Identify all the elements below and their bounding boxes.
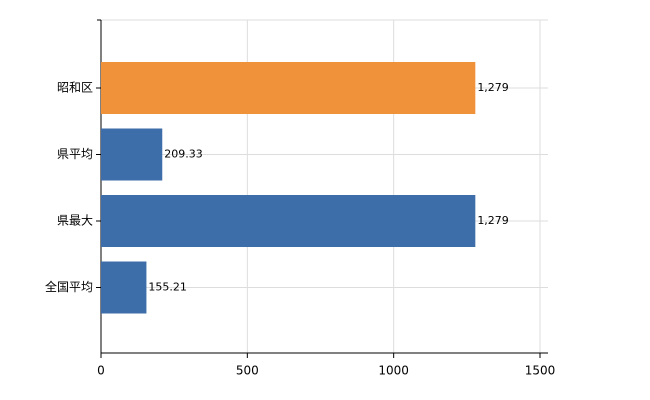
bar [101,195,476,247]
value-label: 209.33 [164,148,203,161]
value-label: 1,279 [477,214,509,227]
value-label: 1,279 [477,81,509,94]
x-tick-label: 1000 [378,364,409,378]
x-tick-label: 0 [97,364,105,378]
y-tick-label: 県平均 [57,147,93,161]
bar [101,128,163,181]
x-tick-label: 500 [236,364,259,378]
bar [101,62,476,114]
y-tick-label: 全国平均 [45,279,93,294]
bar [101,261,147,314]
y-tick-label: 昭和区 [57,81,93,95]
y-tick-label: 県最大 [57,214,93,228]
x-tick-label: 1500 [525,364,556,378]
value-label: 155.21 [148,281,187,294]
